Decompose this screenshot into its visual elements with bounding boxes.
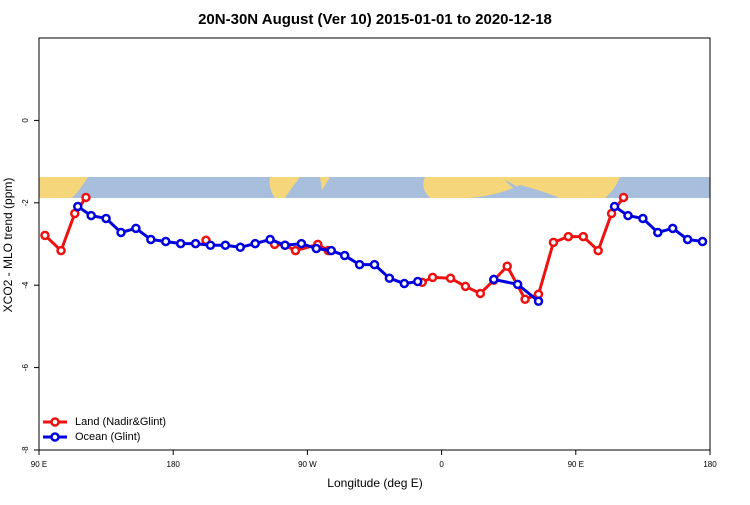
data-point: [220, 240, 231, 250]
data-point: [682, 234, 693, 245]
data-point: [40, 230, 50, 241]
data-point: [250, 238, 260, 249]
data-point: [384, 273, 395, 283]
data-point: [578, 231, 589, 242]
data-point: [235, 242, 246, 253]
data-point: [667, 223, 678, 234]
y-axis-label: XCO2 - MLO trend (ppm): [1, 178, 15, 313]
data-point: [593, 245, 603, 256]
data-point: [131, 223, 141, 234]
legend-label: Land (Nadir&Glint): [75, 416, 166, 428]
data-point: [354, 259, 365, 270]
data-point: [475, 288, 486, 299]
data-point: [290, 245, 301, 256]
data-point: [653, 227, 663, 238]
data-point: [623, 210, 633, 221]
y-tick-label: -6: [21, 363, 30, 371]
data-point: [311, 243, 322, 254]
map-strip: [39, 177, 710, 198]
data-point: [427, 272, 438, 283]
data-point: [697, 236, 708, 247]
data-point: [369, 259, 380, 270]
chart-title: 20N-30N August (Ver 10) 2015-01-01 to 20…: [198, 11, 552, 28]
data-point: [265, 234, 275, 245]
data-point: [533, 296, 544, 307]
y-tick-label: -8: [21, 446, 30, 454]
data-point: [520, 294, 530, 304]
data-point: [116, 227, 126, 238]
x-tick-label: 90 W: [298, 460, 317, 469]
data-point: [296, 238, 307, 249]
legend-marker: [50, 417, 60, 427]
data-point: [548, 237, 559, 248]
y-tick-label: -4: [21, 281, 30, 289]
x-tick-label: 90 E: [568, 460, 584, 469]
legend-label: Ocean (Glint): [75, 431, 140, 443]
data-point: [618, 192, 629, 203]
data-point: [160, 236, 171, 247]
data-point: [146, 234, 156, 245]
data-point: [73, 201, 83, 212]
data-point: [412, 276, 423, 287]
data-point: [101, 213, 111, 224]
data-point: [190, 238, 201, 249]
data-point: [175, 238, 186, 249]
data-point: [81, 192, 91, 203]
y-tick-label: 0: [21, 118, 30, 123]
legend-marker: [50, 432, 60, 442]
data-point: [56, 245, 66, 256]
plot-frame: [38, 37, 711, 451]
data-point: [399, 278, 410, 289]
x-tick-label: 90 E: [31, 460, 47, 469]
data-point: [86, 210, 96, 221]
data-point: [445, 273, 456, 283]
x-tick-label: 180: [167, 460, 181, 469]
y-tick-label: -2: [21, 199, 30, 207]
x-axis-label: Longitude (deg E): [327, 476, 422, 490]
legend: Land (Nadir&Glint) Ocean (Glint): [43, 416, 166, 443]
x-tick-label: 0: [439, 460, 444, 469]
data-point: [609, 201, 620, 212]
data-point: [502, 261, 512, 271]
data-point: [326, 245, 337, 256]
x-tick-label: 180: [703, 460, 717, 469]
data-point: [512, 279, 523, 290]
data-point: [563, 231, 574, 242]
data-point: [339, 250, 350, 261]
data-point: [489, 274, 499, 285]
data-point: [638, 213, 648, 224]
data-point: [280, 240, 290, 250]
data-point: [205, 240, 216, 250]
data-point: [460, 281, 471, 292]
